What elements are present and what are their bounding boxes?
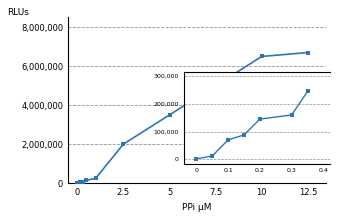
X-axis label: PPi μM: PPi μM	[183, 203, 212, 211]
Y-axis label: RLUs: RLUs	[7, 9, 29, 17]
